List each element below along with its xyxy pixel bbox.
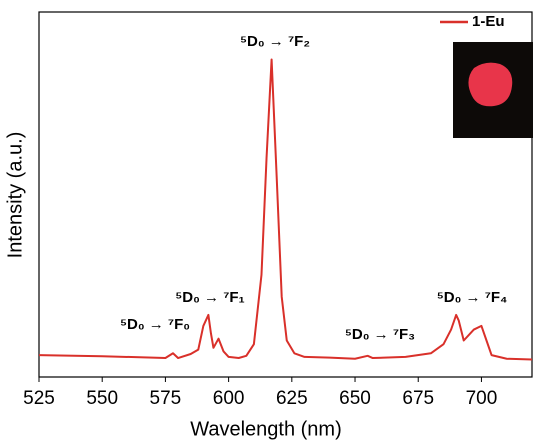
y-axis-title: Intensity (a.u.)	[4, 132, 26, 259]
x-tick-label: 575	[150, 388, 182, 409]
inset-sample	[468, 62, 513, 107]
x-tick-label: 525	[23, 388, 55, 409]
legend-label: 1-Eu	[472, 13, 505, 30]
x-tick-label: 625	[276, 388, 308, 409]
x-axis-title: Wavelength (nm)	[190, 418, 342, 440]
x-tick-label: 650	[339, 388, 371, 409]
peak-annotation: ⁵D₀ → ⁷F₃	[345, 326, 415, 343]
peak-annotation: ⁵D₀ → ⁷F₁	[175, 289, 245, 306]
x-tick-label: 675	[402, 388, 434, 409]
x-tick-label: 550	[86, 388, 118, 409]
peak-annotation: ⁵D₀ → ⁷F₀	[120, 316, 190, 333]
x-tick-label: 700	[466, 388, 498, 409]
plot-frame	[38, 11, 533, 378]
x-tick-label: 600	[213, 388, 245, 409]
peak-annotation: ⁵D₀ → ⁷F₄	[437, 289, 507, 306]
spectrum-line	[38, 58, 533, 361]
peak-annotation: ⁵D₀ → ⁷F₂	[240, 33, 310, 50]
